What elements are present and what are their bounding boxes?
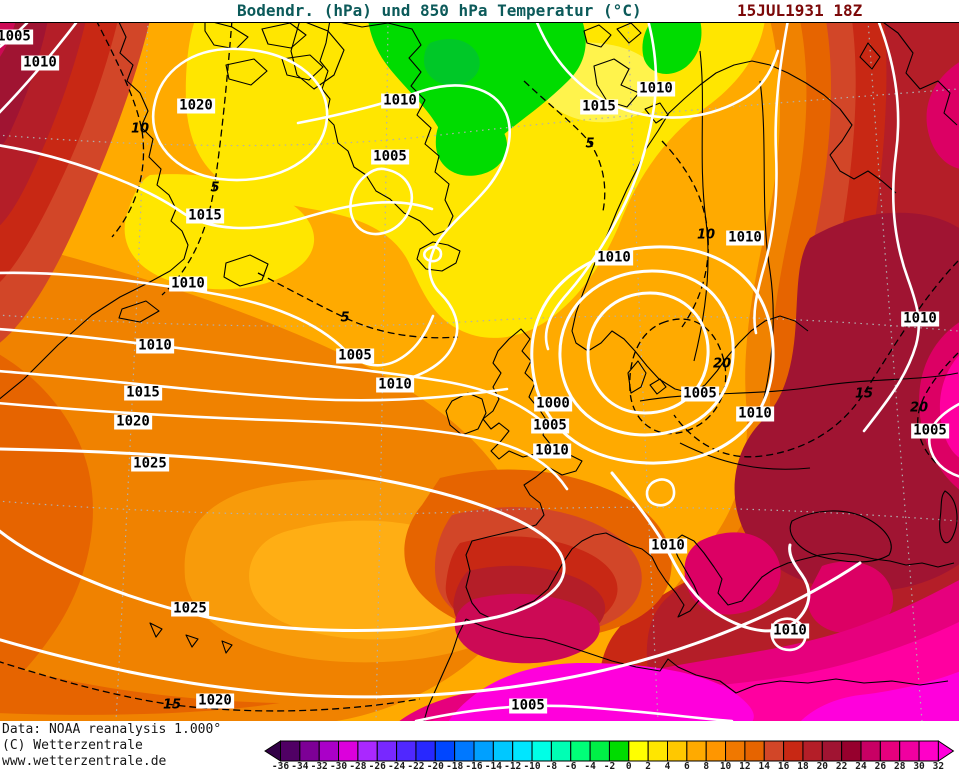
colorbar-tick: -26 bbox=[369, 761, 386, 770]
colorbar-tick: -18 bbox=[446, 761, 463, 770]
colorbar-tick: 30 bbox=[913, 761, 925, 770]
colorbar-cell bbox=[821, 740, 843, 762]
colorbar-cell bbox=[628, 740, 649, 762]
colorbar-cell bbox=[647, 740, 669, 762]
colorbar-cell bbox=[918, 740, 939, 762]
colorbar-tick: -30 bbox=[330, 761, 347, 770]
colorbar-tick: 16 bbox=[778, 761, 790, 770]
weather-map-svg bbox=[0, 23, 959, 722]
colorbar-tick: -36 bbox=[272, 761, 289, 770]
graticule bbox=[0, 23, 959, 722]
colorbar-cell bbox=[280, 740, 301, 762]
temperature-colorbar: -36 -34 -32 -30 -28 -26 -24 -22 -20 -18 -16 -14 -12-… bbox=[264, 740, 955, 770]
colorbar-cell bbox=[299, 740, 320, 762]
colorbar-tick: 18 bbox=[797, 761, 809, 770]
colorbar-cell bbox=[879, 740, 901, 762]
colorbar-tick: -10 bbox=[523, 761, 540, 770]
colorbar-cell bbox=[705, 740, 727, 762]
colorbar-tick: 28 bbox=[894, 761, 906, 770]
colorbar-cell bbox=[667, 740, 688, 762]
colorbar-cell bbox=[318, 740, 340, 762]
colorbar-tick: -20 bbox=[427, 761, 444, 770]
colorbar-tick: -28 bbox=[349, 761, 366, 770]
page-title: Bodendr. (hPa) und 850 hPa Temperatur (°… bbox=[237, 1, 642, 20]
credits-block: Data: NOAA reanalysis 1.000° (C) Wetterz… bbox=[2, 722, 221, 770]
colorbar-cell bbox=[338, 740, 359, 762]
colorbar-tick: -22 bbox=[407, 761, 424, 770]
colorbar-tick: -16 bbox=[465, 761, 482, 770]
colorbar-cell bbox=[744, 740, 765, 762]
colorbar-cell bbox=[802, 740, 823, 762]
colorbar-tick: 10 bbox=[720, 761, 732, 770]
colorbar-tick: 6 bbox=[684, 761, 690, 770]
colorbar-tick: -24 bbox=[388, 761, 405, 770]
colorbar-tick: 0 bbox=[626, 761, 632, 770]
colorbar-tick: -8 bbox=[546, 761, 558, 770]
colorbar-cell bbox=[454, 740, 475, 762]
colorbar-cell bbox=[473, 740, 494, 762]
website-link[interactable]: www.wetterzentrale.de bbox=[2, 754, 167, 769]
colorbar-tick: -14 bbox=[485, 761, 502, 770]
colorbar-cell bbox=[763, 740, 785, 762]
colorbar-cell bbox=[434, 740, 456, 762]
colorbar-cell bbox=[860, 740, 881, 762]
copyright-line: (C) Wetterzentrale bbox=[2, 738, 143, 753]
colorbar-tick: 2 bbox=[645, 761, 651, 770]
temperature-fill-regions bbox=[0, 23, 959, 722]
colorbar-tick: -12 bbox=[504, 761, 521, 770]
colorbar-tick: -2 bbox=[604, 761, 615, 770]
map-footer: Data: NOAA reanalysis 1.000° (C) Wetterz… bbox=[0, 721, 959, 770]
data-source-line: Data: NOAA reanalysis 1.000° bbox=[2, 722, 222, 737]
colorbar-tick: -4 bbox=[584, 761, 596, 770]
colorbar-tick: 32 bbox=[933, 761, 944, 770]
colorbar-tick: 12 bbox=[739, 761, 750, 770]
colorbar-cell bbox=[357, 740, 378, 762]
colorbar-tick: 4 bbox=[665, 761, 671, 770]
colorbar-tick: 14 bbox=[759, 761, 771, 770]
colorbar-cell bbox=[531, 740, 552, 762]
colorbar-cell bbox=[725, 740, 746, 762]
colorbar-cell bbox=[550, 740, 572, 762]
colorbar-cell bbox=[376, 740, 398, 762]
colorbar-cell bbox=[570, 740, 591, 762]
colorbar-cell bbox=[841, 740, 862, 762]
map-header: Bodendr. (hPa) und 850 hPa Temperatur (°… bbox=[0, 0, 959, 22]
colorbar-tick: 22 bbox=[836, 761, 847, 770]
weather-map: 1005 1010 1020 1015 1010 1005 1015 1010 1010 1010… bbox=[0, 22, 959, 723]
colorbar-tick: -34 bbox=[291, 761, 308, 770]
colorbar-tick: 8 bbox=[703, 761, 709, 770]
colorbar-tick: -6 bbox=[565, 761, 577, 770]
colorbar-tick: 20 bbox=[817, 761, 829, 770]
colorbar-cell bbox=[415, 740, 436, 762]
colorbar-cell bbox=[608, 740, 630, 762]
colorbar-tick: -32 bbox=[311, 761, 328, 770]
colorbar-cell bbox=[899, 740, 920, 762]
map-datetime: 15JUL1931 18Z bbox=[737, 1, 863, 20]
colorbar-cell bbox=[589, 740, 610, 762]
colorbar-cell bbox=[396, 740, 417, 762]
colorbar-cell bbox=[783, 740, 804, 762]
colorbar-cell bbox=[512, 740, 533, 762]
colorbar-cell bbox=[492, 740, 514, 762]
colorbar-tick: 26 bbox=[875, 761, 887, 770]
colorbar-tick: 24 bbox=[855, 761, 867, 770]
colorbar-cell bbox=[686, 740, 707, 762]
